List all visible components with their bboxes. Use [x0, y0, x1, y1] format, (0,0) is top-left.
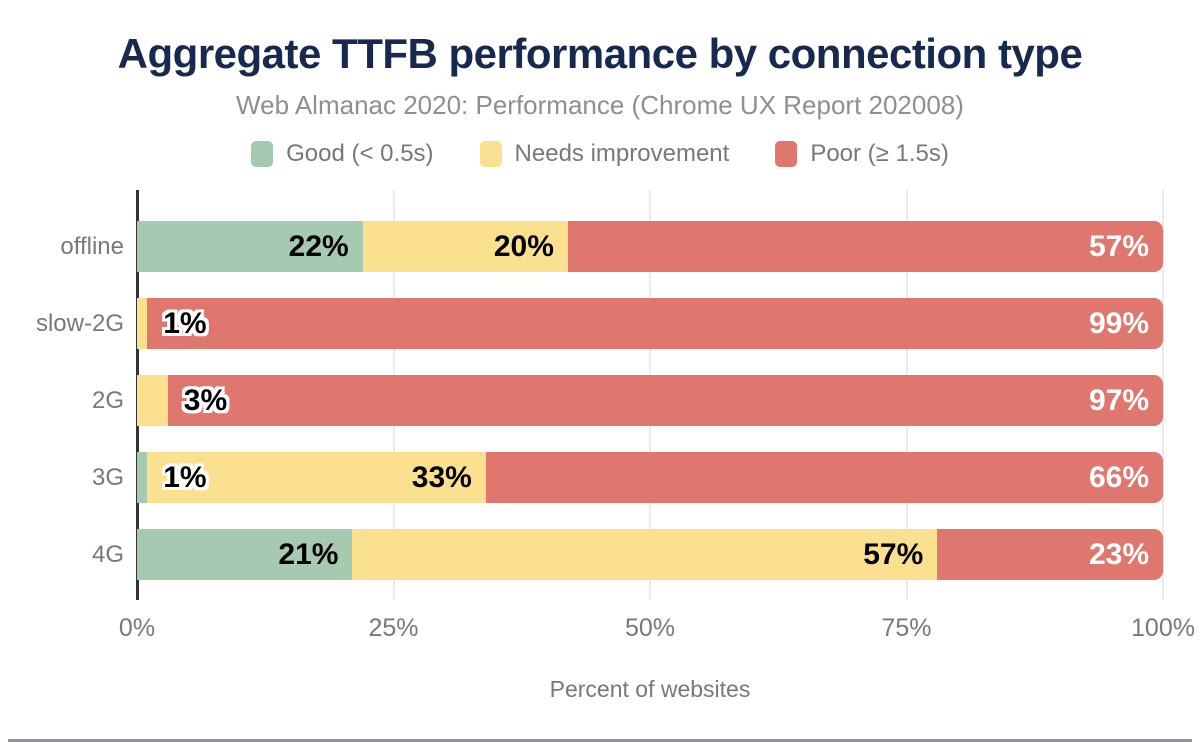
bar-segment-poor: 57% [567, 221, 1163, 272]
tick-label: 100% [1131, 614, 1195, 642]
legend-label: Needs improvement [514, 140, 730, 167]
needs-improvement-swatch-icon [479, 141, 502, 167]
footer-divider [8, 739, 1192, 742]
category-label: 4G [91, 540, 124, 568]
bar-segment-poor: 23% [937, 529, 1163, 580]
plot-area: offline 22% 20% 57% slow-2G 1% 99% 2G 3% 97% 3G 1% 3… [36, 190, 1164, 600]
bar-segment-needs: 33% [147, 452, 486, 503]
category-label: 2G [91, 386, 124, 414]
poor-swatch-icon [775, 141, 798, 167]
bar-segment-needs: 57% [352, 529, 938, 580]
value-label: 57% [863, 537, 924, 571]
value-label: 97% [1088, 383, 1149, 417]
value-label: 20% [493, 229, 554, 263]
bar-segment-poor: 66% [485, 452, 1163, 503]
bar-rows: offline 22% 20% 57% slow-2G 1% 99% 2G 3% 97% 3G 1% 3… [36, 221, 1163, 606]
bar-row-offline: offline 22% 20% 57% [60, 221, 1163, 272]
bar-row-3G: 3G 1% 33% 66% [92, 452, 1163, 503]
bar-segment-poor: 97% [167, 375, 1163, 426]
value-label: 57% [1088, 229, 1149, 263]
tick-label: 50% [624, 614, 676, 642]
bar-row-2G: 2G 3% 97% [92, 375, 1163, 426]
legend-item-good: Good (< 0.5s) [251, 140, 434, 168]
bar-segment-good [137, 452, 148, 503]
value-label: 99% [1088, 306, 1149, 340]
value-label: 23% [1088, 537, 1149, 571]
bar-row-slow-2G: slow-2G 1% 99% [36, 298, 1163, 349]
legend-label: Good (< 0.5s) [286, 140, 434, 167]
bar-segment-needs [137, 375, 168, 426]
category-label: slow-2G [35, 309, 124, 337]
value-label: 1% [163, 460, 207, 494]
bar-segment-poor: 99% [147, 298, 1163, 349]
bar-segment-needs [137, 298, 148, 349]
value-label: 22% [288, 229, 349, 263]
bar-segment-needs: 20% [362, 221, 568, 272]
tick-label: 75% [881, 614, 932, 642]
category-label: offline [60, 232, 124, 260]
legend: Good (< 0.5s) Needs improvement Poor (≥ … [0, 140, 1200, 168]
good-swatch-icon [251, 141, 274, 167]
legend-item-poor: Poor (≥ 1.5s) [775, 140, 949, 168]
bar-segment-good: 21% [137, 529, 353, 580]
value-label: 1% [163, 306, 207, 340]
value-label: 33% [411, 460, 472, 494]
legend-item-needs-improvement: Needs improvement [479, 140, 730, 168]
value-label: 66% [1088, 460, 1149, 494]
bar-segment-good: 22% [137, 221, 363, 272]
value-label: 3% [183, 383, 228, 417]
value-label: 21% [278, 537, 339, 571]
bar-row-4G: 4G 21% 57% 23% [92, 529, 1163, 580]
legend-label: Poor (≥ 1.5s) [810, 140, 949, 167]
x-axis-title: Percent of websites [549, 676, 751, 702]
chart-title: Aggregate TTFB performance by connection… [117, 30, 1083, 77]
category-label: 3G [91, 463, 124, 491]
tick-label: 25% [368, 614, 419, 642]
chart-subtitle: Web Almanac 2020: Performance (Chrome UX… [236, 90, 964, 120]
tick-label: 0% [118, 614, 156, 642]
grid-line [1162, 190, 1164, 600]
x-axis-ticks: 0% 25% 50% 75% 100% [119, 614, 1195, 644]
